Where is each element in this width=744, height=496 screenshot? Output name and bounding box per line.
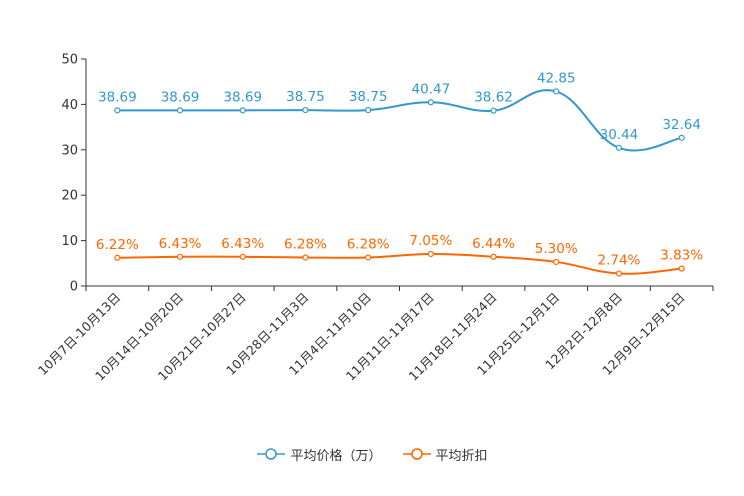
series-line-1: [117, 252, 682, 275]
data-point: [114, 107, 121, 114]
data-point: [239, 253, 246, 260]
data-label: 38.62: [474, 90, 513, 106]
data-point: [678, 134, 685, 141]
data-label: 6.22%: [96, 237, 139, 253]
data-label: 6.43%: [159, 236, 202, 252]
data-label: 38.69: [223, 89, 262, 105]
data-label: 40.47: [412, 81, 451, 97]
legend-item-price[interactable]: 平均价格（万）: [256, 445, 382, 464]
data-label: 38.75: [349, 89, 388, 105]
y-tick-label: 30: [61, 143, 78, 158]
data-point: [678, 265, 685, 272]
data-point: [239, 107, 246, 114]
data-point: [427, 99, 434, 106]
data-point: [365, 254, 372, 261]
data-point: [615, 270, 623, 277]
data-point: [302, 254, 309, 261]
legend-item-discount[interactable]: 平均折扣: [402, 445, 488, 464]
data-point: [553, 258, 560, 266]
data-label: 5.30%: [535, 241, 578, 257]
data-label: 3.83%: [660, 248, 703, 264]
y-tick-label: 40: [61, 98, 78, 113]
data-point: [615, 144, 623, 151]
data-point: [553, 88, 560, 95]
data-label: 38.75: [286, 89, 325, 105]
data-label: 42.85: [537, 70, 576, 86]
data-label: 38.69: [161, 89, 200, 105]
y-tick-label: 20: [61, 189, 78, 204]
data-label: 6.43%: [221, 236, 264, 252]
data-label: 6.28%: [347, 236, 390, 252]
data-label: 2.74%: [598, 253, 641, 269]
legend-line-circle-icon: [257, 448, 286, 460]
legend-label-price: 平均价格（万）: [290, 448, 382, 464]
data-point: [302, 106, 309, 114]
y-tick-label: 0: [70, 280, 78, 295]
data-point: [176, 253, 184, 260]
y-tick-label: 10: [61, 234, 78, 249]
legend-label-discount: 平均折扣: [435, 448, 488, 464]
line-chart: 0102030405010月7日-10月13日10月14日-10月20日10月2…: [35, 53, 714, 384]
data-label: 7.05%: [409, 233, 452, 249]
data-point: [490, 253, 497, 260]
data-label: 6.28%: [284, 236, 327, 252]
y-tick-label: 50: [61, 53, 78, 68]
chart-legend: 平均价格（万） 平均折扣: [0, 441, 744, 467]
chart-series: [114, 88, 685, 277]
chart-data-labels: 38.69 38.69 38.69 38.75 38.75 40.47 38.62 42.85…: [96, 70, 703, 268]
data-label: 30.44: [600, 127, 639, 143]
data-label: 32.64: [662, 117, 701, 133]
data-point: [427, 250, 434, 258]
legend-line-circle-icon: [402, 448, 431, 460]
data-point: [176, 107, 184, 114]
data-label: 6.44%: [472, 236, 515, 252]
data-point: [114, 254, 121, 261]
series-line-0: [117, 89, 682, 152]
data-label: 38.69: [98, 89, 137, 105]
data-point: [365, 106, 372, 114]
data-point: [490, 107, 497, 114]
